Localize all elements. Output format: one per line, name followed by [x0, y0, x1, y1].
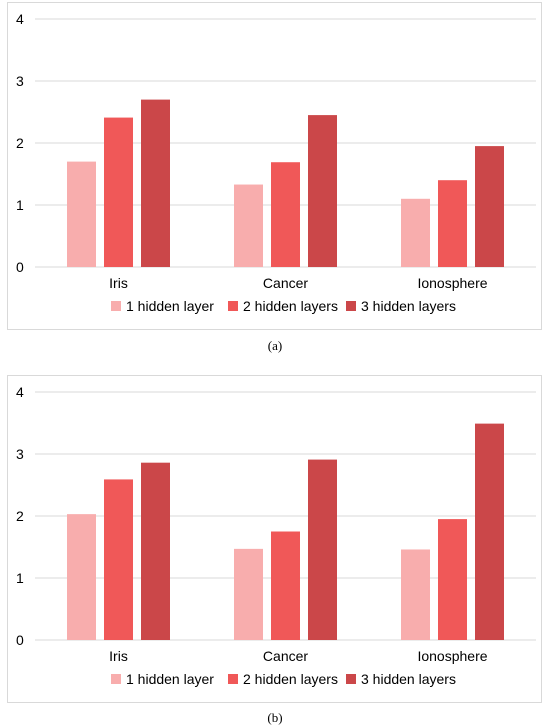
legend-label: 3 hidden layers	[361, 298, 456, 314]
legend-label: 1 hidden layer	[126, 671, 214, 687]
y-tick-label: 2	[16, 508, 24, 524]
bar	[438, 519, 467, 640]
legend-label: 2 hidden layers	[243, 298, 338, 314]
legend-label: 1 hidden layer	[126, 298, 214, 314]
bar	[67, 162, 96, 267]
x-tick-label: Iris	[109, 648, 128, 664]
legend-label: 2 hidden layers	[243, 671, 338, 687]
y-tick-label: 2	[16, 135, 24, 151]
caption-b: (b)	[0, 710, 550, 726]
bar	[234, 185, 263, 267]
y-tick-label: 3	[16, 73, 24, 89]
bar	[234, 549, 263, 640]
y-tick-label: 1	[16, 197, 24, 213]
bar-chart-b: 0 1 2 3 4 Iris Cancer Ionosphere 1 hidden layer 2…	[8, 376, 541, 702]
y-tick-label: 0	[16, 632, 24, 648]
chart-panel-a: 0 1 2 3 4 Iris Cancer Ionosphere 1 hidden layer 2…	[7, 2, 542, 330]
x-tick-label: Ionosphere	[417, 648, 487, 664]
y-tick-label: 4	[16, 11, 24, 27]
bar	[141, 463, 170, 640]
bar	[438, 180, 467, 267]
bar	[271, 532, 300, 641]
legend-label: 3 hidden layers	[361, 671, 456, 687]
bar	[308, 460, 337, 640]
y-tick-label: 1	[16, 570, 24, 586]
x-tick-label: Cancer	[263, 648, 308, 664]
legend-swatch	[111, 674, 121, 684]
bar	[104, 479, 133, 640]
legend-swatch	[228, 301, 238, 311]
bar	[308, 115, 337, 267]
bar	[401, 549, 430, 640]
legend-swatch	[346, 674, 356, 684]
legend-swatch	[228, 674, 238, 684]
chart-panel-b: 0 1 2 3 4 Iris Cancer Ionosphere 1 hidden layer 2…	[7, 375, 542, 703]
legend-swatch	[111, 301, 121, 311]
bar	[271, 162, 300, 267]
bar-chart-a: 0 1 2 3 4 Iris Cancer Ionosphere 1 hidden layer 2…	[8, 3, 541, 329]
x-tick-label: Ionosphere	[417, 275, 487, 291]
bar	[401, 199, 430, 267]
caption-a: (a)	[0, 338, 550, 354]
x-tick-label: Iris	[109, 275, 128, 291]
bar	[141, 100, 170, 267]
y-tick-label: 4	[16, 384, 24, 400]
bar	[475, 146, 504, 267]
y-tick-label: 0	[16, 259, 24, 275]
bar	[67, 514, 96, 640]
bar	[475, 424, 504, 640]
legend-swatch	[346, 301, 356, 311]
y-tick-label: 3	[16, 446, 24, 462]
x-tick-label: Cancer	[263, 275, 308, 291]
bar	[104, 118, 133, 267]
